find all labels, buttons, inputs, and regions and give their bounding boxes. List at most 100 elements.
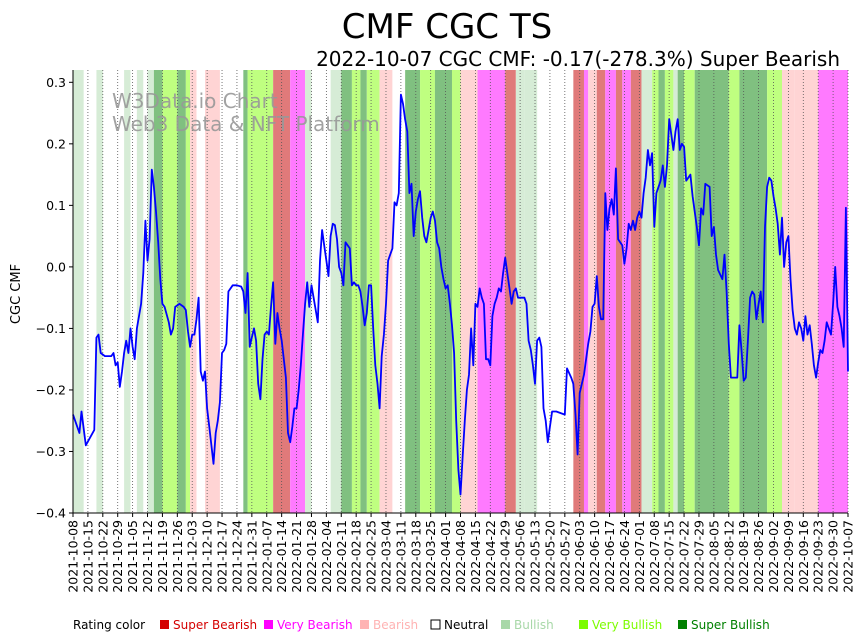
rating-band (177, 70, 186, 513)
x-tick-label: 2022-04-08 (453, 520, 468, 593)
x-tick-label: 2021-12-24 (229, 520, 244, 593)
rating-band (673, 70, 678, 513)
x-tick-label: 2021-11-12 (140, 520, 155, 593)
rating-band (573, 70, 584, 513)
x-tick-label: 2022-06-24 (617, 520, 632, 593)
x-tick-label: 2021-11-19 (155, 520, 170, 593)
cmf-series (72, 93, 849, 496)
weekly-gridlines (72, 70, 849, 513)
rating-band (664, 70, 674, 513)
x-tick-label: 2021-12-31 (244, 520, 259, 593)
legend-swatch (160, 620, 169, 629)
x-tick-label: 2022-07-15 (662, 520, 677, 593)
x-tick-label: 2022-09-02 (766, 520, 781, 593)
legend: Rating color Super Bearish Very Bearish Bea… (73, 618, 770, 632)
watermark-line-1: W3Data.io Chart (112, 89, 278, 113)
x-tick-label: 2022-06-03 (572, 520, 587, 593)
x-tick-label: 2022-02-11 (334, 520, 349, 593)
x-tick-label: 2021-12-17 (215, 520, 230, 593)
legend-swatch (579, 620, 588, 629)
rating-band (136, 70, 144, 513)
y-tick-label: −0.2 (36, 382, 66, 397)
x-tick-label: 2021-12-10 (200, 520, 215, 593)
x-tick-label: 2022-06-17 (602, 520, 617, 593)
rating-band (124, 70, 131, 513)
x-tick-label: 2022-04-01 (438, 520, 453, 593)
rating-band (434, 70, 452, 513)
rating-band (641, 70, 653, 513)
x-tick-label: 2022-01-07 (259, 520, 274, 593)
legend-title: Rating color (73, 618, 145, 632)
rating-band (615, 70, 623, 513)
cmf-line (72, 93, 849, 496)
rating-band (366, 70, 380, 513)
y-axis-label: CGC CMF (9, 264, 24, 324)
x-tick-label: 2022-08-12 (721, 520, 736, 593)
x-tick-label: 2022-03-25 (423, 520, 438, 593)
rating-band (684, 70, 695, 513)
x-tick-label: 2022-05-20 (542, 520, 557, 593)
x-tick-label: 2022-05-27 (557, 520, 572, 593)
legend-swatch (430, 619, 441, 630)
x-tick-label: 2022-03-11 (393, 520, 408, 593)
x-tick-label: 2022-08-19 (736, 520, 751, 593)
y-ticks: 0.3 0.2 0.1 0.0 −0.1 −0.2 −0.3 −0.4 (36, 75, 73, 521)
y-tick-label: 0.0 (46, 259, 66, 274)
rating-band (153, 70, 163, 513)
legend-swatch (264, 620, 273, 629)
rating-band (273, 70, 291, 513)
legend-swatch (360, 620, 369, 629)
legend-label: Super Bullish (691, 618, 770, 632)
x-tick-label: 2021-11-26 (170, 520, 185, 593)
x-tick-label: 2022-07-29 (691, 520, 706, 593)
x-tick-label: 2022-04-29 (498, 520, 513, 593)
x-tick-label: 2022-04-15 (468, 520, 483, 593)
x-tick-label: 2022-02-04 (319, 520, 334, 593)
y-tick-label: 0.1 (46, 198, 66, 213)
x-tick-label: 2022-09-30 (826, 520, 841, 593)
chart-title: CMF CGC TS (342, 7, 552, 47)
y-tick-label: 0.3 (46, 75, 66, 90)
rating-band (330, 70, 342, 513)
rating-bands (73, 70, 848, 513)
legend-label: Super Bearish (173, 618, 257, 632)
rating-band (596, 70, 606, 513)
rating-band (341, 70, 352, 513)
rating-band (243, 70, 248, 513)
rating-band (658, 70, 665, 513)
watermark-line-2: Web3 Data & NFT Platform (112, 112, 380, 136)
rating-band (247, 70, 274, 513)
x-tick-label: 2021-11-05 (125, 520, 140, 593)
rating-band (185, 70, 191, 513)
rating-band (781, 70, 795, 513)
rating-band (622, 70, 631, 513)
legend-label: Very Bullish (592, 618, 662, 632)
legend-label: Bearish (373, 618, 418, 632)
x-tick-label: 2022-02-25 (364, 520, 379, 593)
y-tick-label: −0.1 (36, 321, 66, 336)
x-tick-label: 2022-10-07 (841, 520, 856, 593)
rating-band (73, 70, 84, 513)
x-tick-label: 2021-12-03 (185, 520, 200, 593)
x-tick-label: 2022-05-13 (528, 520, 543, 593)
x-tick-label: 2022-01-21 (289, 520, 304, 593)
y-tick-label: −0.4 (36, 506, 66, 521)
legend-swatch (678, 620, 687, 629)
x-tick-label: 2022-07-22 (677, 520, 692, 593)
x-tick-label: 2021-10-29 (110, 520, 125, 593)
rating-band (290, 70, 306, 513)
rating-band (205, 70, 220, 513)
x-tick-label: 2022-01-14 (274, 520, 289, 593)
x-tick-label: 2022-09-23 (811, 520, 826, 593)
rating-band (351, 70, 361, 513)
x-tick-label: 2022-01-28 (304, 520, 319, 593)
legend-swatch (501, 620, 510, 629)
rating-band (630, 70, 642, 513)
x-tick-label: 2022-07-01 (632, 520, 647, 593)
rating-band (420, 70, 435, 513)
y-tick-label: −0.3 (36, 444, 66, 459)
rating-band (694, 70, 729, 513)
x-tick-label: 2022-08-26 (751, 520, 766, 593)
x-tick-label: 2022-02-18 (349, 520, 364, 593)
